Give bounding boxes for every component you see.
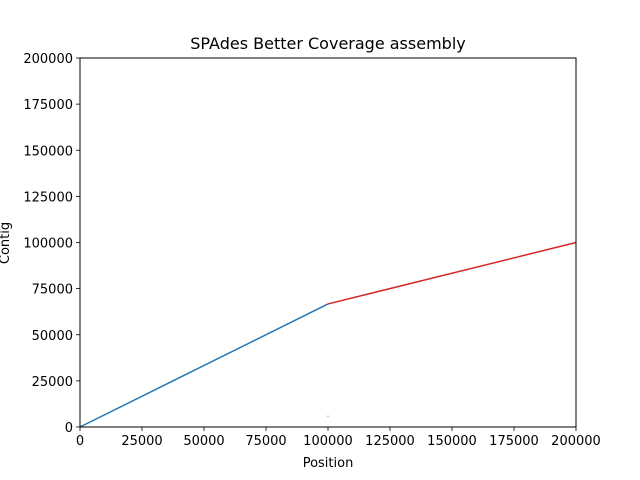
y-tick-label: 0 — [65, 421, 73, 436]
y-tick-label: 175000 — [23, 98, 73, 113]
x-tick-label: 150000 — [427, 434, 477, 449]
x-tick-label: 50000 — [183, 434, 224, 449]
y-tick-label: 25000 — [32, 375, 73, 390]
x-tick-label: 100000 — [303, 434, 353, 449]
series-line-1 — [79, 303, 329, 428]
chart-title: SPAdes Better Coverage assembly — [190, 34, 465, 53]
x-tick-label: 0 — [76, 434, 84, 449]
y-tick-label: 150000 — [23, 144, 73, 159]
y-tick-label: 125000 — [23, 190, 73, 205]
y-tick-label: 50000 — [32, 329, 73, 344]
x-axis-ticks: 0 25000 50000 75000 100000 125000 150000 175000… — [76, 427, 601, 449]
y-tick-label: 200000 — [23, 52, 73, 67]
plot-frame — [79, 57, 577, 428]
y-axis-ticks: 0 25000 50000 75000 100000 125000 150000 175000… — [23, 52, 80, 436]
series-line-3 — [327, 241, 577, 305]
x-axis-label: Position — [303, 456, 354, 471]
x-tick-label: 200000 — [551, 434, 601, 449]
y-tick-label: 100000 — [23, 237, 73, 252]
x-tick-label: 175000 — [489, 434, 539, 449]
y-tick-label: 75000 — [32, 283, 73, 298]
plot-area — [79, 241, 577, 428]
x-tick-label: 25000 — [121, 434, 162, 449]
y-axis-label: Contig — [0, 222, 13, 264]
x-tick-label: 75000 — [245, 434, 286, 449]
x-tick-label: 125000 — [365, 434, 415, 449]
